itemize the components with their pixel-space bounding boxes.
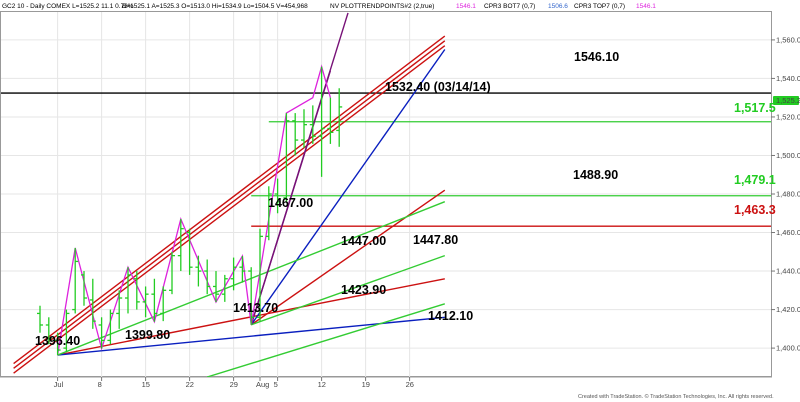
price-bar bbox=[336, 88, 343, 147]
price-bar bbox=[116, 290, 123, 329]
label-level-1517-5: 1,517.5 bbox=[734, 101, 776, 115]
price-bar bbox=[195, 255, 202, 287]
trend-line-0 bbox=[13, 45, 446, 374]
header-symbol-info: GC2 10 - Daily COMEX L=1525.2 11.1 0.73% bbox=[2, 3, 134, 10]
y-tick-label: 1,440.0 bbox=[776, 267, 800, 276]
x-tick-label: Jul bbox=[54, 380, 64, 389]
horizontal-levels-layer bbox=[1, 92, 771, 227]
last-price-tag-text: 1,525.2 bbox=[776, 96, 800, 105]
x-tick-label: 19 bbox=[362, 380, 370, 389]
label-low-1399: 1399.80 bbox=[125, 328, 170, 342]
price-bar bbox=[45, 317, 52, 345]
label-low-1396: 1396.40 bbox=[35, 334, 80, 348]
price-bar bbox=[142, 286, 149, 318]
chart-header: GC2 10 - Daily COMEX L=1525.2 11.1 0.73%… bbox=[2, 3, 656, 10]
header-ohlc: B=1525.1 A=1525.3 O=1513.0 Hi=1534.9 Lo=… bbox=[122, 3, 308, 10]
x-axis: Jul 8 15 22 29 Aug 5 12 19 26 bbox=[54, 377, 414, 389]
y-tick-label: 1,560.0 bbox=[776, 35, 800, 44]
label-low-1423: 1423.90 bbox=[341, 283, 386, 297]
x-tick-label: 5 bbox=[274, 380, 278, 389]
label-low-1412: 1412.10 bbox=[428, 309, 473, 323]
price-bar bbox=[292, 113, 299, 156]
price-bar bbox=[72, 247, 79, 314]
price-bar bbox=[186, 228, 193, 275]
header-study-1: NV PLOTTRENDPOINTS#2 (2,true) bbox=[330, 3, 434, 10]
header-study-2-value: 1506.6 bbox=[548, 3, 568, 10]
x-tick-label: 29 bbox=[230, 380, 238, 389]
price-bar bbox=[221, 274, 228, 302]
price-bar bbox=[265, 186, 272, 241]
annotations: 1396.40 1399.80 1413.70 1467.00 1423.90 … bbox=[35, 50, 776, 348]
label-level-1479-1: 1,479.1 bbox=[734, 173, 776, 187]
label-low-1413: 1413.70 bbox=[233, 301, 278, 315]
label-high-1447-00: 1447.00 bbox=[341, 234, 386, 248]
price-bar bbox=[283, 113, 290, 202]
x-tick-label: Aug bbox=[256, 380, 269, 389]
price-bar bbox=[318, 66, 325, 177]
price-bar bbox=[160, 286, 167, 322]
x-tick-label: 12 bbox=[318, 380, 326, 389]
x-tick-label: 26 bbox=[406, 380, 414, 389]
y-axis: 1,560.0 1,540.0 1,520.0 1,500.0 1,480.0 1,460… bbox=[771, 35, 800, 353]
price-bar bbox=[239, 256, 246, 283]
label-high-1546: 1546.10 bbox=[574, 50, 619, 64]
trend-line-9 bbox=[206, 303, 446, 377]
y-tick-label: 1,520.0 bbox=[776, 112, 800, 121]
y-tick-label: 1,460.0 bbox=[776, 228, 800, 237]
price-bar bbox=[301, 109, 307, 148]
price-bar bbox=[204, 259, 211, 295]
price-bar bbox=[125, 267, 131, 314]
footer-credit: Created with TradeStation. © TradeStatio… bbox=[578, 393, 774, 400]
price-bar bbox=[327, 97, 334, 144]
price-bar bbox=[169, 251, 175, 295]
price-bar bbox=[81, 271, 87, 306]
trend-line-6 bbox=[250, 49, 446, 326]
x-tick-label: 15 bbox=[142, 380, 150, 389]
label-level-1463-3: 1,463.3 bbox=[734, 203, 776, 217]
price-bar bbox=[37, 305, 43, 333]
label-high-1467: 1467.00 bbox=[268, 196, 313, 210]
trend-line-2 bbox=[13, 35, 446, 365]
trend-line-11 bbox=[250, 70, 332, 326]
price-bar bbox=[133, 271, 140, 310]
header-study-3: CPR3 TOP7 (0,7) bbox=[574, 3, 625, 10]
label-level-1532-40: 1532.40 (03/14/14) bbox=[385, 80, 491, 94]
price-bar bbox=[230, 257, 237, 291]
y-tick-label: 1,540.0 bbox=[776, 74, 800, 83]
x-tick-label: 22 bbox=[186, 380, 194, 389]
y-tick-label: 1,500.0 bbox=[776, 151, 800, 160]
price-bar bbox=[177, 219, 184, 272]
price-bar bbox=[257, 228, 263, 322]
trend-line-4 bbox=[250, 189, 446, 326]
price-bar bbox=[309, 105, 316, 144]
header-study-1-value: 1546.1 bbox=[456, 3, 476, 10]
price-bar bbox=[151, 278, 158, 322]
price-bars-layer bbox=[37, 66, 343, 356]
y-tick-label: 1,400.0 bbox=[776, 344, 800, 353]
price-bar bbox=[89, 278, 96, 329]
y-tick-label: 1,480.0 bbox=[776, 190, 800, 199]
price-bar bbox=[54, 332, 61, 356]
price-bar bbox=[63, 309, 70, 352]
last-price-tag-box bbox=[773, 96, 799, 105]
label-low-1488: 1488.90 bbox=[573, 168, 618, 182]
price-bar bbox=[213, 271, 219, 303]
header-study-3-value: 1546.1 bbox=[636, 3, 656, 10]
last-price-tag: 1,525.2 bbox=[773, 96, 800, 105]
price-bar bbox=[274, 178, 281, 214]
price-bar bbox=[248, 267, 255, 325]
grid-layer bbox=[1, 12, 771, 377]
price-bar bbox=[107, 309, 114, 345]
trend-line-8 bbox=[250, 254, 446, 326]
x-tick-label: 8 bbox=[98, 380, 102, 389]
label-high-1447-80: 1447.80 bbox=[413, 233, 458, 247]
price-bar bbox=[98, 317, 105, 349]
y-tick-label: 1,420.0 bbox=[776, 305, 800, 314]
trend-line-1 bbox=[13, 40, 446, 369]
header-study-2: CPR3 BOT7 (0,7) bbox=[484, 3, 535, 10]
